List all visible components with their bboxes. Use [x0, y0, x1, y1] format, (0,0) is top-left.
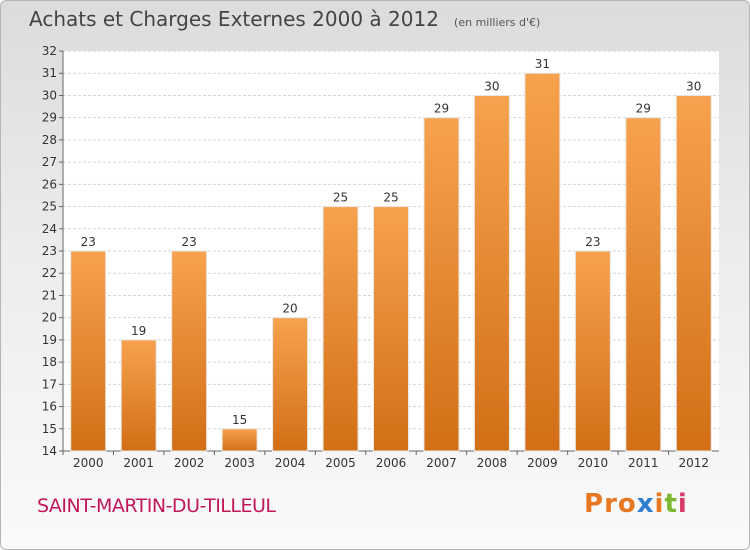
data-label: 23 — [585, 235, 600, 249]
x-tick-label: 2000 — [73, 456, 104, 470]
y-tick-label: 17 — [42, 377, 57, 391]
y-tick-label: 27 — [42, 155, 57, 169]
y-tick-label: 22 — [42, 266, 57, 280]
y-tick-label: 30 — [42, 88, 57, 102]
x-tick-label: 2004 — [275, 456, 306, 470]
bar-2007 — [423, 117, 460, 452]
x-tick-label: 2001 — [123, 456, 154, 470]
y-tick-label: 19 — [42, 333, 57, 347]
y-tick-label: 15 — [42, 422, 57, 436]
x-tick-label: 2003 — [224, 456, 255, 470]
bar-2009 — [524, 72, 561, 452]
logo-letter: i — [677, 489, 688, 519]
data-label: 25 — [383, 191, 398, 205]
logo-letter: x — [636, 489, 655, 519]
data-label: 20 — [282, 302, 297, 316]
data-label: 25 — [333, 191, 348, 205]
y-tick-label: 25 — [42, 200, 57, 214]
bar-2003 — [221, 428, 258, 452]
x-tick-label: 2002 — [174, 456, 205, 470]
y-tick-label: 21 — [42, 288, 57, 302]
y-tick-label: 23 — [42, 244, 57, 258]
data-label: 30 — [484, 79, 499, 93]
y-tick-label: 14 — [42, 444, 57, 458]
data-label: 30 — [686, 79, 701, 93]
proxiti-logo: Proxiti — [584, 489, 688, 519]
y-tick-label: 32 — [42, 44, 57, 58]
data-label: 29 — [434, 102, 449, 116]
bar-2011 — [625, 117, 662, 452]
bar-2002 — [171, 250, 208, 452]
bar-2005 — [322, 206, 359, 452]
y-tick-label: 20 — [42, 311, 57, 325]
chart-title-block: Achats et Charges Externes 2000 à 2012 (… — [29, 7, 540, 31]
logo-letter: r — [604, 489, 618, 519]
chart-title: Achats et Charges Externes 2000 à 2012 — [29, 7, 439, 31]
logo-letter: t — [664, 489, 678, 519]
chart-subtitle: (en milliers d'€) — [454, 16, 541, 29]
x-tick-label: 2005 — [325, 456, 356, 470]
y-tick-label: 29 — [42, 111, 57, 125]
x-tick-label: 2012 — [678, 456, 709, 470]
y-tick-label: 24 — [42, 222, 57, 236]
data-label: 19 — [131, 324, 146, 338]
x-tick-label: 2008 — [477, 456, 508, 470]
y-tick-label: 28 — [42, 133, 57, 147]
data-label: 29 — [636, 102, 651, 116]
x-tick-label: 2010 — [578, 456, 609, 470]
y-tick-label: 16 — [42, 400, 57, 414]
data-label: 15 — [232, 413, 247, 427]
bar-2000 — [70, 250, 107, 452]
logo-letter: P — [584, 489, 605, 519]
logo-letter: i — [654, 489, 665, 519]
town-name: SAINT-MARTIN-DU-TILLEUL — [37, 495, 276, 517]
bar-2010 — [574, 250, 611, 452]
x-tick-label: 2011 — [628, 456, 659, 470]
y-tick-label: 18 — [42, 355, 57, 369]
bar-2004 — [272, 317, 309, 452]
x-tick-label: 2006 — [376, 456, 407, 470]
x-tick-label: 2007 — [426, 456, 457, 470]
x-tick-label: 2009 — [527, 456, 558, 470]
data-label: 23 — [182, 235, 197, 249]
bar-2006 — [373, 206, 409, 452]
bar-2012 — [675, 94, 712, 452]
data-label: 31 — [535, 57, 550, 71]
bar-2001 — [120, 339, 157, 452]
logo-letter: o — [617, 489, 637, 519]
y-tick-label: 31 — [42, 66, 57, 80]
bar-2008 — [473, 94, 510, 452]
data-label: 23 — [81, 235, 96, 249]
y-tick-label: 26 — [42, 177, 57, 191]
